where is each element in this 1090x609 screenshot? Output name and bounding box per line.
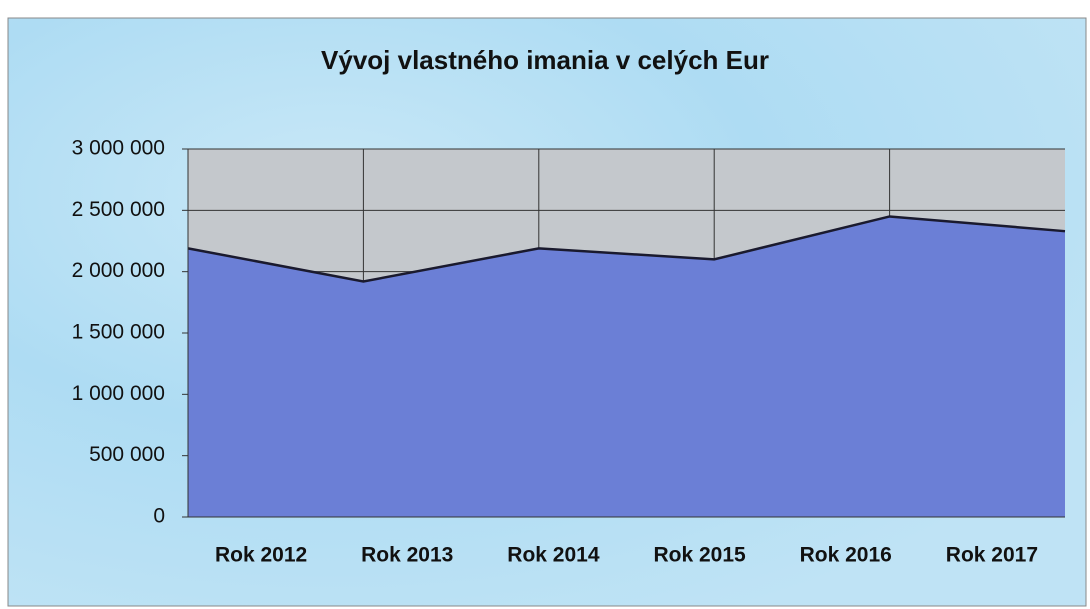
y-tick-label: 1 000 000 — [72, 382, 165, 405]
y-tick-label: 2 500 000 — [72, 198, 165, 221]
y-tick-label: 1 500 000 — [72, 321, 165, 344]
y-tick-label: 0 — [153, 505, 165, 528]
x-tick-label: Rok 2017 — [946, 544, 1038, 567]
y-tick-label: 2 000 000 — [72, 259, 165, 282]
area — [188, 216, 1065, 517]
chart-title: Vývoj vlastného imania v celých Eur — [321, 45, 769, 75]
x-tick-label: Rok 2014 — [507, 544, 600, 567]
y-tick-label: 3 000 000 — [72, 137, 165, 160]
x-tick-label: Rok 2016 — [800, 544, 892, 567]
x-tick-label: Rok 2015 — [653, 544, 746, 567]
area-line — [187, 215, 1066, 283]
x-tick-label: Rok 2013 — [361, 544, 453, 567]
x-tick-label: Rok 2012 — [215, 544, 307, 567]
y-tick-label: 500 000 — [89, 443, 165, 466]
